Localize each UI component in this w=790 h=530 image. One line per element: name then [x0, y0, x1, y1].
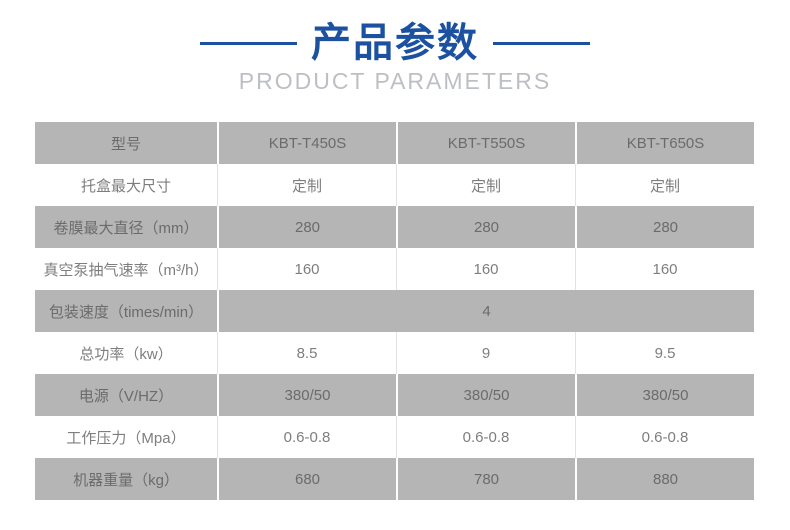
row-value: 380/50 [396, 374, 575, 416]
row-value: 280 [217, 206, 396, 248]
row-label: 工作压力（Mpa） [35, 416, 217, 458]
row-value: 8.5 [217, 332, 396, 374]
row-label: 真空泵抽气速率（m³/h） [35, 248, 217, 290]
row-label: 机器重量（kg） [35, 458, 217, 500]
row-value: 280 [575, 206, 754, 248]
row-value: 880 [575, 458, 754, 500]
title-left-line [200, 41, 297, 45]
row-value: KBT-T450S [217, 122, 396, 164]
row-value: 160 [217, 248, 396, 290]
row-value: 380/50 [575, 374, 754, 416]
row-value: 9.5 [575, 332, 754, 374]
row-value: 680 [217, 458, 396, 500]
row-label: 包装速度（times/min） [35, 290, 217, 332]
row-value: KBT-T650S [575, 122, 754, 164]
parameters-table: 型号 KBT-T450S KBT-T550S KBT-T650S 托盒最大尺寸 定制 定制定… [35, 122, 754, 500]
row-value: 定制 [217, 164, 396, 206]
row-label: 总功率（kw） [35, 332, 217, 374]
row-value: 0.6-0.8 [217, 416, 396, 458]
row-value: 4 [217, 290, 754, 332]
row-value: 0.6-0.8 [575, 416, 754, 458]
row-value: 定制 [396, 164, 575, 206]
row-value: 9 [396, 332, 575, 374]
title-right-line [493, 41, 590, 45]
page-subtitle: PRODUCT PARAMETERS [238, 68, 552, 94]
row-value: 280 [396, 206, 575, 248]
row-label: 托盒最大尺寸 [35, 164, 217, 206]
page-title: 产品参数 [311, 21, 479, 65]
row-value: 定制 [575, 164, 754, 206]
row-label: 卷膜最大直径（mm） [35, 206, 217, 248]
row-label: 电源（V/HZ） [35, 374, 217, 416]
row-value: 0.6-0.8 [396, 416, 575, 458]
row-value: 380/50 [217, 374, 396, 416]
section-header: 产品参数 [0, 0, 790, 65]
row-value: 780 [396, 458, 575, 500]
row-label: 型号 [35, 122, 217, 164]
row-value: KBT-T550S [396, 122, 575, 164]
row-value: 160 [575, 248, 754, 290]
row-value: 160 [396, 248, 575, 290]
